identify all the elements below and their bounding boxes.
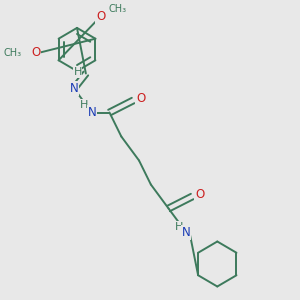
Text: O: O — [96, 10, 105, 23]
Text: H: H — [175, 221, 183, 232]
Text: CH₃: CH₃ — [108, 4, 126, 14]
Text: N: N — [87, 106, 96, 119]
Text: N: N — [70, 82, 78, 95]
Text: O: O — [31, 46, 40, 59]
Text: N: N — [182, 226, 191, 239]
Text: O: O — [136, 92, 145, 106]
Text: H: H — [80, 100, 88, 110]
Text: H: H — [74, 67, 82, 77]
Text: CH₃: CH₃ — [4, 47, 22, 58]
Text: O: O — [195, 188, 204, 202]
